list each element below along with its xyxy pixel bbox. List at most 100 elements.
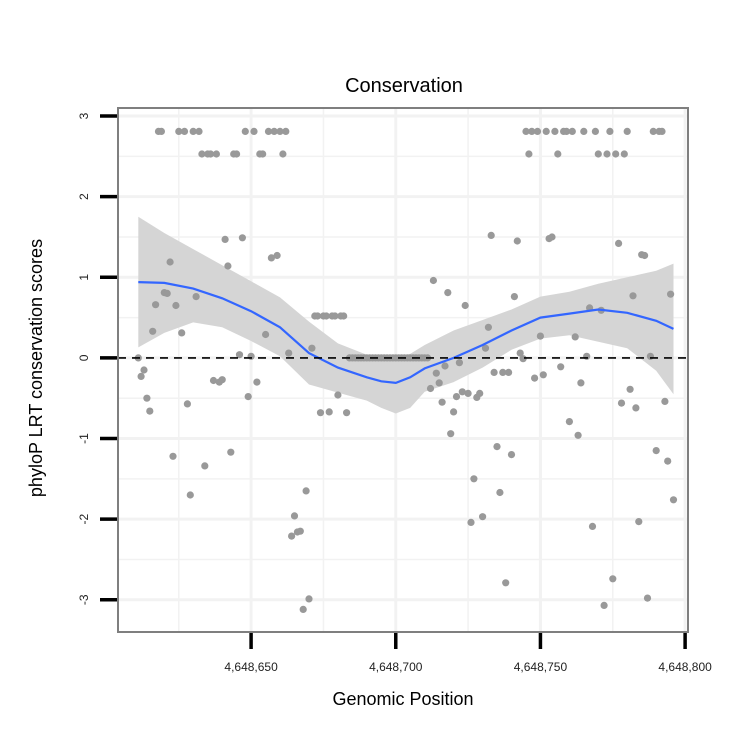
confidence-band-area xyxy=(138,216,674,414)
x-axis: 4,648,650 4,648,700 4,648,750 4,648,800 xyxy=(224,633,712,674)
data-point xyxy=(450,408,458,416)
data-point xyxy=(510,293,518,301)
data-point xyxy=(458,388,466,396)
data-point xyxy=(296,527,304,535)
data-point xyxy=(461,301,469,310)
data-point xyxy=(325,408,333,416)
data-point xyxy=(175,127,183,135)
data-point xyxy=(502,579,510,587)
smooth-line xyxy=(138,281,674,385)
data-point xyxy=(302,487,310,495)
data-point xyxy=(299,605,307,614)
data-point xyxy=(513,237,521,245)
data-point xyxy=(316,409,325,417)
data-point xyxy=(649,127,657,135)
data-point xyxy=(522,127,530,135)
x-tick-label: 4,648,700 xyxy=(369,660,423,674)
data-point xyxy=(322,312,330,320)
data-point xyxy=(149,327,157,335)
data-point xyxy=(548,233,556,241)
data-point xyxy=(635,518,643,526)
data-point xyxy=(507,451,516,459)
y-tick-label: 3 xyxy=(77,112,91,119)
data-point xyxy=(551,127,559,135)
data-point xyxy=(244,393,252,401)
x-tick-label: 4,648,750 xyxy=(514,660,568,674)
data-point xyxy=(233,150,241,158)
data-point xyxy=(166,258,174,266)
data-point xyxy=(661,397,669,405)
data-point xyxy=(629,292,637,300)
data-point xyxy=(487,231,495,239)
data-point xyxy=(192,293,200,301)
data-point xyxy=(484,323,492,331)
data-point xyxy=(241,127,249,135)
data-point xyxy=(267,254,275,262)
data-point xyxy=(163,289,171,297)
data-point xyxy=(539,371,547,379)
data-point xyxy=(600,601,608,610)
data-point xyxy=(157,127,165,135)
data-point xyxy=(305,595,313,603)
smooth-line-layer xyxy=(138,281,674,385)
data-point xyxy=(262,330,270,339)
data-point xyxy=(464,389,472,397)
data-point xyxy=(615,239,623,247)
data-point xyxy=(212,150,220,158)
data-point xyxy=(264,127,273,135)
data-point xyxy=(617,399,626,407)
data-point xyxy=(505,368,513,376)
data-point xyxy=(603,150,611,158)
data-point xyxy=(247,352,255,360)
y-tick-label: -3 xyxy=(77,594,91,605)
data-point xyxy=(481,344,490,352)
data-point xyxy=(568,127,576,135)
data-point xyxy=(470,475,478,483)
y-tick-label: 2 xyxy=(77,193,91,200)
data-point xyxy=(571,333,579,341)
y-tick-label: -1 xyxy=(77,433,91,444)
data-point xyxy=(429,276,437,285)
data-point xyxy=(195,127,203,135)
data-point xyxy=(288,532,296,540)
data-point xyxy=(646,352,655,360)
data-point xyxy=(594,150,602,158)
data-point xyxy=(580,127,588,135)
data-point xyxy=(140,366,148,374)
data-point xyxy=(528,127,536,135)
data-point xyxy=(178,329,186,337)
data-point xyxy=(438,398,446,406)
y-tick-label: 0 xyxy=(77,354,91,361)
x-tick-label: 4,648,800 xyxy=(658,660,712,674)
data-point xyxy=(669,496,678,504)
y-axis-title: phyloP LRT conservation scores xyxy=(26,239,46,497)
data-point xyxy=(447,430,455,438)
data-point xyxy=(426,384,435,393)
data-point xyxy=(279,150,287,158)
data-point xyxy=(273,251,281,260)
data-point xyxy=(664,457,672,465)
data-point xyxy=(499,368,507,376)
data-point xyxy=(479,513,487,521)
data-point xyxy=(641,251,649,260)
data-point xyxy=(612,150,620,158)
panel-border xyxy=(117,107,689,633)
data-point xyxy=(172,301,180,310)
data-point xyxy=(276,127,284,135)
data-point xyxy=(554,150,562,158)
data-point xyxy=(340,312,348,320)
data-point xyxy=(496,488,504,497)
data-point xyxy=(606,127,614,135)
data-point xyxy=(334,391,342,399)
data-point xyxy=(623,127,631,135)
data-point xyxy=(314,312,322,320)
data-point xyxy=(557,363,565,371)
y-axis: -3 -2 -1 0 1 2 3 xyxy=(77,112,117,605)
data-point xyxy=(536,332,545,340)
data-point xyxy=(146,407,154,415)
data-point xyxy=(577,379,585,387)
data-point xyxy=(658,127,666,135)
data-point xyxy=(643,594,652,602)
y-tick-label: -2 xyxy=(77,513,91,524)
